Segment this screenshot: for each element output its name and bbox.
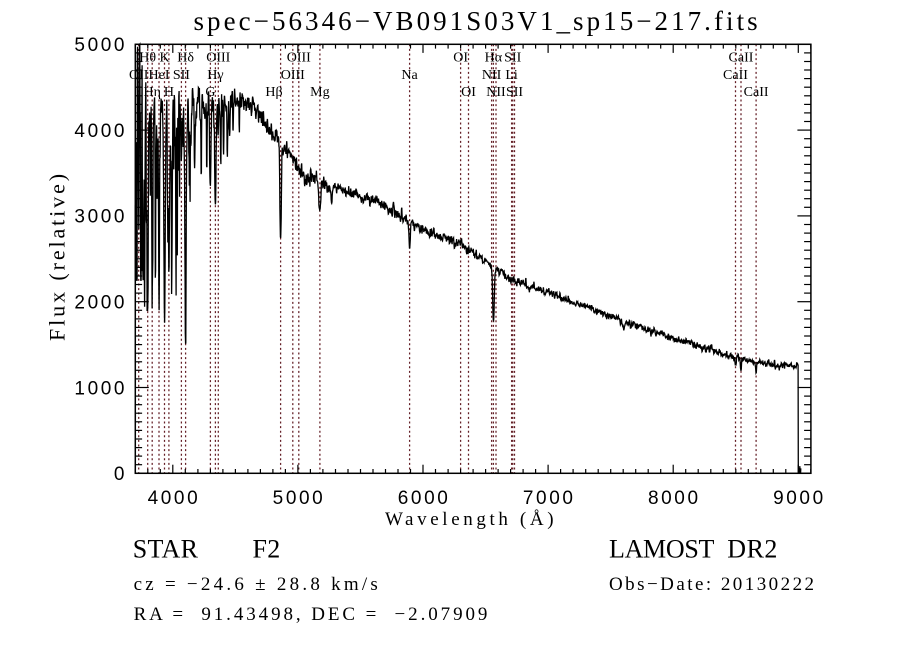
svg-text:H: H [164, 85, 174, 100]
svg-text:Obs−Date: 20130222: Obs−Date: 20130222 [609, 574, 817, 595]
svg-text:Hβ: Hβ [265, 85, 282, 100]
svg-text:5000: 5000 [74, 35, 127, 56]
svg-text:STAR: STAR [133, 535, 199, 564]
svg-text:K: K [159, 51, 169, 66]
svg-text:LAMOST: LAMOST [609, 535, 715, 564]
svg-text:6000: 6000 [398, 488, 451, 509]
svg-text:8000: 8000 [648, 488, 701, 509]
svg-text:1000: 1000 [74, 378, 127, 399]
svg-text:DR2: DR2 [727, 535, 778, 564]
svg-text:Li: Li [505, 68, 518, 83]
svg-text:OIII: OIII [281, 68, 305, 83]
svg-text:2000: 2000 [74, 293, 127, 314]
svg-text:SII: SII [173, 68, 190, 83]
svg-text:OIII: OIII [206, 51, 230, 66]
svg-text:4000: 4000 [148, 488, 201, 509]
svg-text:cz = −24.6 ± 28.8 km/s: cz = −24.6 ± 28.8 km/s [134, 574, 381, 595]
svg-text:HeI: HeI [149, 68, 170, 83]
svg-text:CaII: CaII [729, 51, 754, 66]
svg-text:Na: Na [401, 68, 418, 83]
svg-text:Hθ: Hθ [139, 51, 156, 66]
svg-text:G: G [205, 85, 215, 100]
svg-text:4000: 4000 [74, 121, 127, 142]
svg-text:7000: 7000 [523, 488, 576, 509]
svg-text:CaII: CaII [723, 68, 748, 83]
svg-text:SII: SII [506, 85, 523, 100]
svg-text:NII: NII [486, 85, 506, 100]
svg-text:NII: NII [482, 68, 502, 83]
svg-text:Flux (relative): Flux (relative) [45, 171, 70, 341]
svg-text:F2: F2 [253, 535, 281, 564]
svg-text:5000: 5000 [273, 488, 326, 509]
svg-text:Wavelength (Å): Wavelength (Å) [385, 509, 557, 530]
svg-text:Hδ: Hδ [177, 51, 194, 66]
svg-text:Hα: Hα [485, 51, 503, 66]
svg-text:OII: OII [129, 68, 149, 83]
svg-text:RA = 91.43498, DEC = −2.0790: RA = 91.43498, DEC = −2.07909 [134, 604, 491, 625]
svg-text:9000: 9000 [773, 488, 826, 509]
svg-text:Hη: Hη [143, 85, 160, 100]
svg-text:0: 0 [114, 464, 127, 485]
svg-text:Hγ: Hγ [207, 68, 223, 83]
svg-text:OI: OI [461, 85, 476, 100]
svg-text:OI: OI [453, 51, 468, 66]
svg-text:Mg: Mg [310, 85, 329, 100]
svg-text:CaII: CaII [744, 85, 769, 100]
svg-text:OIII: OIII [287, 51, 311, 66]
svg-text:spec−56346−VB091S03V1_sp15−217: spec−56346−VB091S03V1_sp15−217.fits [194, 6, 761, 36]
svg-text:3000: 3000 [74, 207, 127, 228]
svg-text:SII: SII [504, 51, 521, 66]
